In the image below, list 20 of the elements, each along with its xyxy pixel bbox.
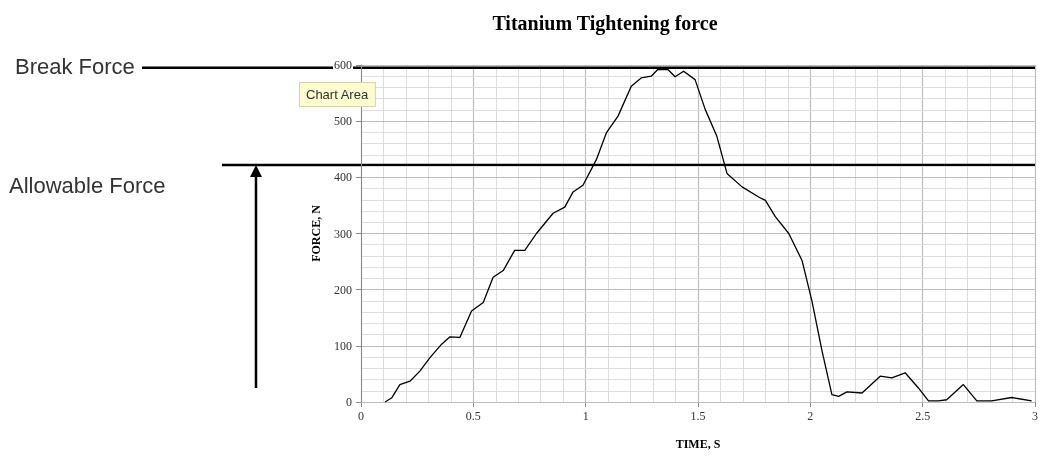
y-tick-label: 0 xyxy=(346,395,352,409)
x-axis-title: TIME, S xyxy=(675,437,721,451)
ref-line-label: Break Force xyxy=(15,54,135,80)
ref-line-label: Allowable Force xyxy=(9,173,166,199)
y-tick-label: 200 xyxy=(334,282,352,297)
y-tick-label: 100 xyxy=(334,338,352,353)
x-tick-label: 2 xyxy=(807,409,814,423)
x-tick-label: 3 xyxy=(1032,409,1038,423)
x-tick-label: 1 xyxy=(582,409,589,423)
x-tick-label: 1.5 xyxy=(690,409,706,423)
y-tick-label: 400 xyxy=(334,170,352,185)
x-tick-label: 0.5 xyxy=(465,409,481,423)
x-tick-label: 0 xyxy=(358,409,364,423)
y-tick-label: 300 xyxy=(334,226,352,241)
annotation: Chart Area xyxy=(306,87,369,102)
x-tick-label: 2.5 xyxy=(915,409,931,423)
y-tick-label: 600 xyxy=(334,58,352,72)
y-axis-title: FORCE, N xyxy=(309,204,324,262)
chart-title: Titanium Tightening force xyxy=(492,12,718,35)
y-tick-label: 500 xyxy=(334,114,352,129)
